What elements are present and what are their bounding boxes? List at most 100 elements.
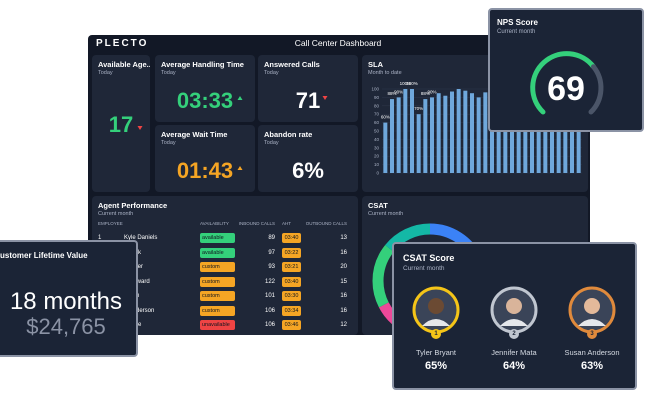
tile-subtitle: Current month — [98, 211, 134, 217]
tile-subtitle: Today — [264, 70, 279, 76]
value-label: 88% — [387, 91, 396, 96]
value-label: 90% — [394, 89, 403, 94]
status-chip: custom — [200, 291, 235, 301]
bar — [403, 89, 408, 173]
trend-icon — [137, 126, 143, 130]
inbound-calls: 93 — [268, 264, 275, 270]
outbound-calls: 13 — [340, 235, 347, 241]
employee-name: n Anderson — [124, 307, 155, 314]
bar — [443, 95, 448, 173]
bar — [430, 97, 434, 173]
column-header: INBOUND CALLS — [238, 221, 275, 226]
tile-value: 03:33 — [176, 88, 234, 113]
aht-chip: 03:40 — [282, 276, 301, 287]
tile-value: 01:43 — [176, 158, 234, 183]
bar — [450, 91, 454, 173]
logo: PLECTO — [96, 38, 149, 49]
person-name: Tyler Bryant — [415, 348, 456, 357]
clv-secondary: $24,765 — [26, 314, 106, 339]
tile-subtitle: Today — [161, 140, 176, 146]
table-row: 1 Kyle Daniels available 89 03:40 13 — [92, 232, 358, 244]
tile-title: Average Wait Time — [161, 130, 228, 139]
y-tick-label: 60 — [374, 120, 380, 125]
y-tick-label: 80 — [374, 103, 380, 108]
bar — [396, 97, 401, 173]
tile: Answered Calls Today 71 — [258, 55, 358, 122]
aht-chip: 03:30 — [282, 291, 301, 301]
tile-title: SLA — [368, 60, 383, 69]
aht-chip: 03:21 — [282, 262, 301, 272]
tile-subtitle: Today — [98, 70, 113, 76]
avatar-head — [428, 298, 444, 314]
y-tick-label: 10 — [374, 162, 380, 167]
bar — [470, 93, 474, 173]
csat-card: CSAT Score Current month 1 Tyler Bryant 65… — [392, 242, 637, 390]
status-chip: custom — [200, 305, 235, 316]
column-header: OUTBOUND CALLS — [305, 221, 347, 226]
inbound-calls: 101 — [264, 293, 275, 299]
avatar-head — [584, 298, 600, 314]
person-name: Susan Anderson — [564, 348, 620, 357]
rank: 1 — [98, 235, 102, 241]
clv-card: ustomer Lifetime Value 18 months $24,765 — [0, 240, 138, 357]
bar — [483, 92, 488, 173]
y-tick-label: 30 — [374, 145, 380, 150]
tile: Abandon rate Today 6% — [258, 125, 358, 192]
tile-subtitle: Today — [161, 70, 176, 76]
value-label: 100% — [406, 81, 418, 86]
tile-title: Answered Calls — [264, 60, 320, 69]
value-label: 100% — [400, 81, 412, 86]
tile-title: Abandon rate — [264, 130, 313, 139]
bar — [536, 93, 541, 173]
tile-subtitle: Today — [264, 140, 279, 146]
inbound-calls: 106 — [264, 322, 275, 328]
trend-icon — [322, 96, 328, 100]
y-tick-label: 50 — [374, 129, 380, 134]
rank-badge: 2 — [509, 329, 519, 339]
avatar — [568, 286, 616, 334]
bar — [476, 97, 481, 173]
trend-icon — [237, 166, 243, 170]
y-tick-label: 70 — [374, 112, 380, 117]
bar — [463, 90, 468, 173]
outbound-calls: 16 — [340, 293, 347, 299]
bar — [456, 89, 461, 173]
bar — [503, 91, 508, 173]
aht-chip: 03:34 — [282, 305, 301, 316]
avatar — [490, 286, 538, 334]
status-chip: custom — [200, 276, 235, 287]
card-title: NPS Score — [497, 18, 538, 27]
person-name: Jennifer Mata — [491, 348, 537, 357]
tile: Average Wait Time Today 01:43 — [155, 125, 255, 192]
dashboard-title: Call Center Dashboard — [294, 38, 382, 48]
table-row: n Anderson custom 106 03:34 16 — [92, 305, 358, 317]
bar — [516, 92, 521, 173]
column-header: AVAILABILITY — [200, 221, 229, 226]
clv-value: 18 months — [9, 288, 123, 315]
tile-value: 71 — [295, 88, 321, 113]
tile-subtitle: Current month — [368, 211, 404, 217]
bar — [423, 99, 428, 173]
person-score: 64% — [502, 360, 526, 372]
outbound-calls: 15 — [340, 278, 347, 285]
tile-value: 6% — [292, 158, 324, 183]
aht-chip: 03:22 — [282, 247, 301, 258]
value-label: 90% — [427, 89, 436, 94]
trend-icon — [237, 96, 243, 100]
rank-badge: 3 — [587, 329, 597, 339]
status-chip: unavailable — [200, 320, 235, 330]
outbound-calls: 12 — [340, 322, 347, 328]
tile: Average Handling Time Today 03:33 — [155, 55, 255, 122]
bar — [510, 94, 514, 173]
value-label: 60% — [381, 115, 390, 120]
nps-card: NPS Score Current month 69 — [488, 8, 644, 132]
avatar — [412, 286, 460, 334]
inbound-calls: 89 — [268, 235, 275, 241]
tile-value: 17 — [108, 112, 134, 137]
employee-name: Kyle Daniels — [124, 235, 158, 241]
avatar-body — [578, 319, 606, 326]
tile-subtitle: Month to date — [368, 70, 402, 76]
y-tick-label: 100 — [371, 87, 379, 92]
aht-chip: 03:40 — [282, 233, 301, 243]
outbound-calls: 16 — [340, 307, 347, 314]
